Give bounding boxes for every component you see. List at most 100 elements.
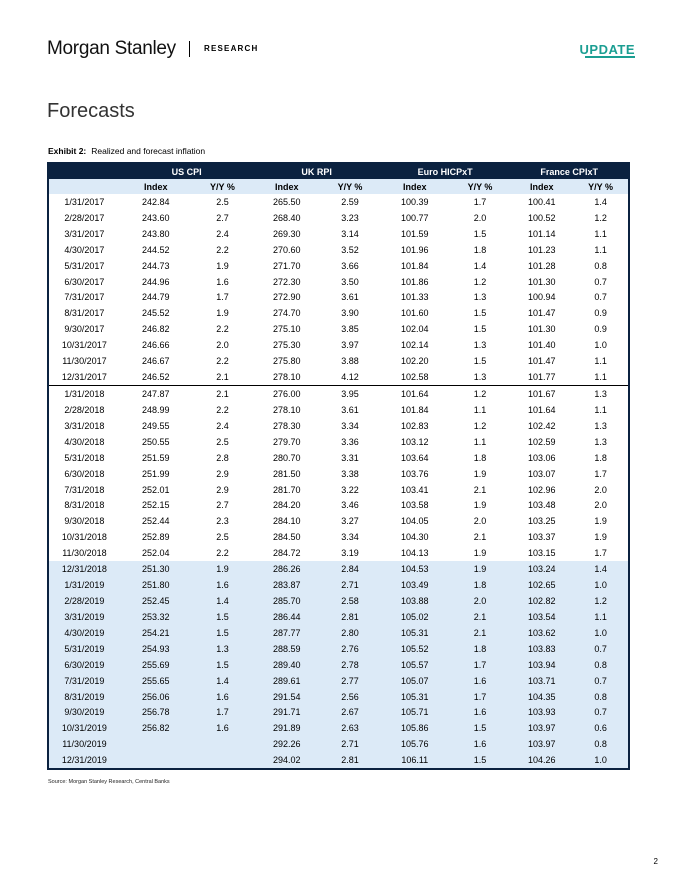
- table-cell: 100.94: [528, 292, 556, 303]
- table-row: 7/31/2019 255.65 1.4 289.61 2.77 105.07 1.6 103…: [48, 672, 629, 689]
- table-cell: 1.2: [594, 212, 607, 223]
- table-cell: 102.04: [400, 324, 429, 335]
- table-cell: 1.7: [449, 688, 511, 705]
- table-cell: 0.7: [573, 640, 629, 657]
- table-cell: 2.7: [216, 212, 229, 223]
- corner-cell: [48, 163, 120, 179]
- table-cell: 101.47: [528, 356, 556, 367]
- group-header-france-cpixt: France CPIxT: [510, 163, 629, 179]
- group-header-us-cpi: US CPI: [119, 163, 254, 179]
- table-cell: 1.2: [449, 385, 511, 402]
- table-cell: 270.60: [272, 244, 301, 255]
- table-cell: 1.5: [191, 624, 254, 641]
- table-cell: 291.71: [253, 704, 321, 721]
- table-cell: [191, 752, 254, 770]
- table-cell: 2.5: [216, 196, 229, 207]
- table-row: 1/31/2018 247.87 2.1 276.00 3.95 101.64 1.2 101…: [48, 385, 629, 402]
- table-cell: 250.55: [141, 436, 170, 447]
- table-cell: 2.78: [320, 656, 380, 673]
- column-header: Y/Y %: [573, 179, 629, 194]
- table-cell: 101.30: [528, 276, 556, 287]
- table-cell: 246.52: [141, 372, 170, 383]
- table-cell: 1.9: [473, 468, 487, 479]
- table-cell: 1.1: [473, 404, 487, 415]
- table-row: 7/31/2018 252.01 2.9 281.70 3.22 103.41 2.1 102…: [48, 482, 629, 498]
- table-cell: 106.11: [379, 752, 450, 770]
- table-cell: 101.14: [528, 228, 556, 239]
- table-cell: 1.3: [473, 292, 487, 303]
- row-date-cell: 3/31/2018: [64, 420, 105, 431]
- table-cell: 272.30: [272, 276, 301, 287]
- table-cell: 1.1: [594, 372, 607, 383]
- table-cell: 2.71: [320, 577, 380, 594]
- table-cell: 103.49: [379, 577, 450, 594]
- table-cell: 0.7: [594, 276, 607, 287]
- table-cell: 105.31: [379, 624, 450, 641]
- table-cell: 2.2: [216, 356, 229, 367]
- table-cell: 103.06: [528, 452, 556, 463]
- update-tag: UPDATE: [579, 42, 635, 57]
- table-cell: 1.7: [594, 468, 607, 479]
- table-cell: 104.13: [400, 548, 429, 559]
- table-cell: 101.60: [400, 308, 429, 319]
- table-cell: 2.1: [216, 372, 229, 383]
- table-cell: 289.61: [253, 672, 321, 689]
- row-date-cell: 12/31/2019: [48, 752, 120, 770]
- table-cell: 284.50: [272, 532, 301, 543]
- table-cell: 2.1: [191, 385, 254, 402]
- table-cell: 101.23: [528, 244, 556, 255]
- table-cell: 294.02: [253, 752, 321, 770]
- table-row: 11/30/2019 292.26 2.71 105.76 1.6 103.97 0.8: [48, 736, 629, 753]
- table-cell: 2.0: [473, 516, 487, 527]
- table-cell: 274.70: [272, 308, 301, 319]
- table-row: 4/30/2019 254.21 1.5 287.77 2.80 105.31 2.1 103…: [48, 624, 629, 641]
- table-cell: 105.31: [379, 688, 450, 705]
- table-cell: 100.39: [400, 196, 429, 207]
- table-cell: 103.15: [528, 548, 556, 559]
- table-cell: 3.14: [341, 228, 359, 239]
- table-row: 3/31/2018 249.55 2.4 278.30 3.34 102.83 1.2 102…: [48, 418, 629, 434]
- table-cell: 0.8: [573, 656, 629, 673]
- table-cell: 1.5: [449, 752, 511, 770]
- table-cell: 2.1: [473, 484, 487, 495]
- table-cell: 1.5: [473, 324, 487, 335]
- table-cell: 288.59: [253, 640, 321, 657]
- table-cell: 1.5: [191, 608, 254, 625]
- table-cell: 252.01: [141, 484, 170, 495]
- table-cell: 103.83: [510, 640, 574, 657]
- row-date-cell: 4/30/2018: [64, 436, 105, 447]
- row-date-cell: 8/31/2018: [64, 500, 105, 511]
- table-cell: [119, 752, 192, 770]
- table-cell: 3.97: [341, 340, 359, 351]
- table-cell: 101.59: [400, 228, 429, 239]
- header-divider: [189, 41, 190, 57]
- table-cell: 2.7: [216, 500, 229, 511]
- table-row: 9/30/2019 256.78 1.7 291.71 2.67 105.71 1.6 103…: [48, 704, 629, 721]
- table-cell: 103.54: [510, 608, 574, 625]
- table-cell: 1.1: [573, 608, 629, 625]
- table-cell: 2.59: [341, 196, 359, 207]
- table-cell: 275.80: [272, 356, 301, 367]
- row-date-cell: 10/31/2017: [61, 340, 107, 351]
- table-cell: 1.4: [594, 196, 607, 207]
- table-row: 10/31/2019 256.82 1.6 291.89 2.63 105.86 1.5 10…: [48, 720, 629, 737]
- table-cell: 1.3: [191, 640, 254, 657]
- table-cell: 1.4: [573, 561, 629, 578]
- table-cell: 252.89: [141, 532, 170, 543]
- table-cell: 1.4: [191, 672, 254, 689]
- table-cell: 1.0: [573, 624, 629, 641]
- table-cell: 1.1: [473, 436, 487, 447]
- table-cell: 3.22: [341, 484, 359, 495]
- row-date-cell: 2/28/2019: [48, 593, 120, 609]
- table-cell: 2.0: [473, 212, 487, 223]
- table-cell: 101.30: [528, 324, 556, 335]
- row-date-cell: 11/30/2017: [62, 356, 107, 367]
- table-cell: 3.50: [341, 276, 359, 287]
- table-cell: 2.1: [473, 532, 487, 543]
- table-cell: 1.9: [594, 516, 607, 527]
- row-date-cell: 7/31/2019: [48, 672, 120, 689]
- row-date-cell: 10/31/2019: [48, 720, 120, 737]
- table-cell: 1.9: [473, 500, 487, 511]
- table-cell: 252.04: [141, 548, 170, 559]
- table-cell: 102.82: [510, 593, 574, 609]
